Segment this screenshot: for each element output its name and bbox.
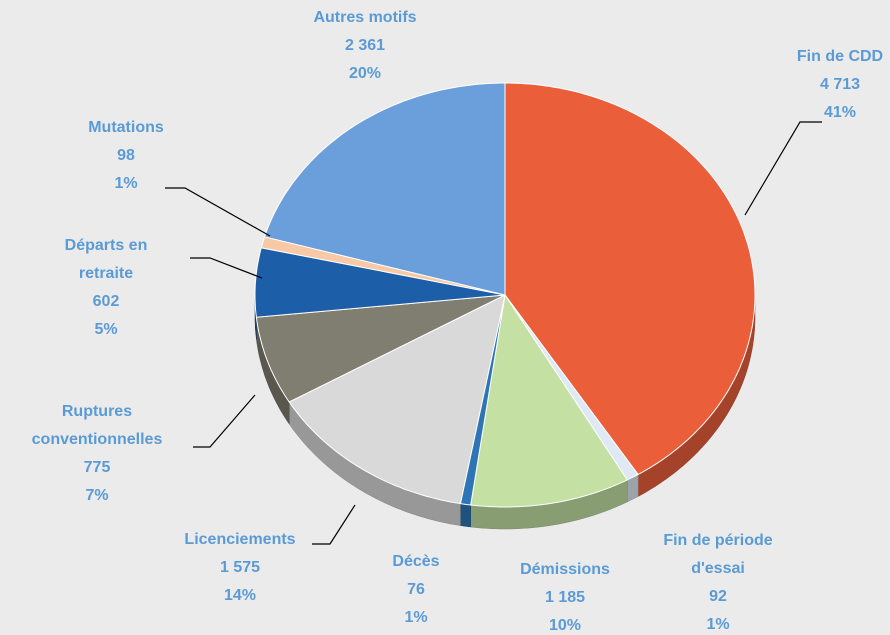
label-name: Licenciements [184,531,296,548]
data-label: Licenciements 1 575 14% [160,526,320,610]
label-name: Démissions [520,561,610,578]
label-percent: 20% [348,65,382,82]
label-percent: 10% [548,617,582,634]
slice [470,293,629,508]
data-label: Autres motifs 2 361 20% [285,4,445,88]
slice-side [460,503,471,528]
label-percent: 1% [706,616,730,633]
label-name: Départs en retraite [64,237,148,282]
label-name: Fin de période d'essai [663,532,773,577]
label-value: 1 185 [544,589,586,606]
label-value: 4 713 [819,76,861,93]
leader-line [744,121,822,216]
slice [288,294,506,505]
label-value: 1 575 [219,559,261,576]
label-percent: 14% [223,587,257,604]
label-name: Décès [392,553,440,570]
data-label: Départs en retraite 602 5% [51,232,161,344]
label-value: 98 [117,147,135,164]
leader-line [312,504,356,545]
slice [263,82,506,296]
label-value: 2 361 [344,37,386,54]
data-label: Fin de CDD 4 713 41% [775,43,890,127]
label-percent: 7% [85,487,109,504]
label-value: 775 [83,459,111,476]
leader-line [193,394,256,448]
label-name: Ruptures conventionnelles [31,403,163,448]
label-percent: 5% [94,321,118,338]
label-value: 92 [709,588,727,605]
data-label: Démissions 1 185 10% [500,556,630,635]
label-value: 76 [407,581,425,598]
label-value: 602 [92,293,120,310]
data-label: Ruptures conventionnelles 775 7% [27,398,167,510]
slice [255,294,506,403]
data-label: Décès 76 1% [366,548,466,632]
data-label: Mutations 98 1% [66,114,186,198]
label-name: Mutations [88,119,164,136]
data-label: Fin de période d'essai 92 1% [648,527,788,635]
leader-line [165,187,271,237]
slice [254,247,506,318]
leader-line [190,257,263,279]
label-name: Autres motifs [313,9,417,26]
slice [504,82,756,476]
label-percent: 1% [114,175,138,192]
label-percent: 41% [823,104,857,121]
label-percent: 1% [404,609,428,626]
label-name: Fin de CDD [796,48,884,65]
